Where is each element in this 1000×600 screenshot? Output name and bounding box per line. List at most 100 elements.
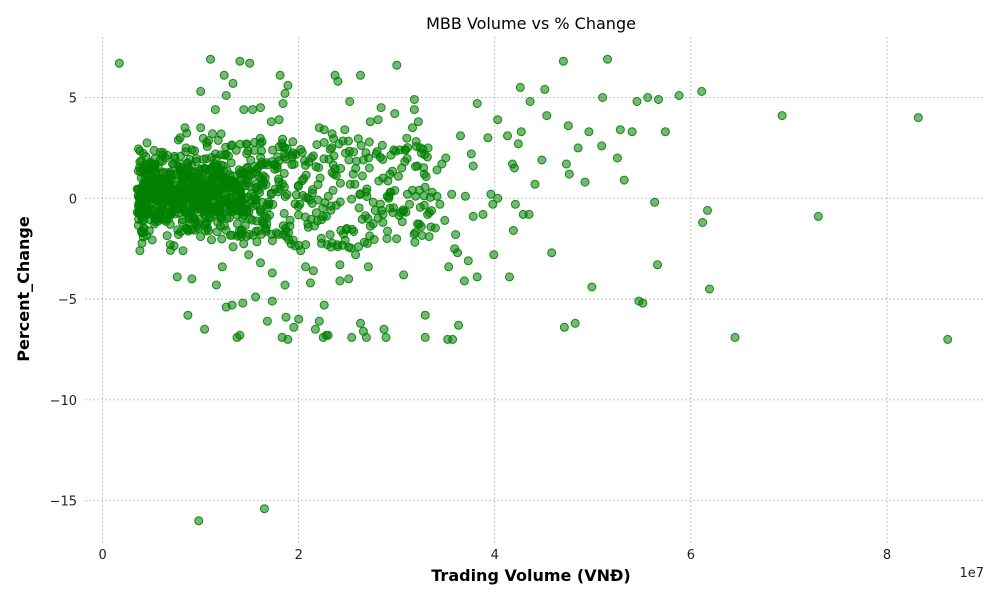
data-point <box>291 190 301 200</box>
data-point <box>325 230 335 240</box>
data-point <box>392 60 402 70</box>
data-point <box>376 103 386 113</box>
data-point <box>307 198 317 208</box>
data-point <box>300 212 310 222</box>
data-point <box>450 244 460 254</box>
data-point <box>331 170 341 180</box>
data-point <box>459 276 469 286</box>
data-point <box>393 171 403 181</box>
data-point <box>335 178 345 188</box>
data-point <box>147 176 157 186</box>
data-point <box>619 175 629 185</box>
data-point <box>208 190 218 199</box>
data-point <box>440 215 450 225</box>
data-point <box>266 117 276 127</box>
data-point <box>228 78 238 88</box>
data-point <box>275 70 285 80</box>
data-point <box>310 324 320 334</box>
data-point <box>382 191 392 201</box>
y-tick-label: −10 <box>50 394 77 409</box>
data-point <box>203 173 213 182</box>
data-point <box>447 189 457 199</box>
data-point <box>146 157 155 167</box>
data-point <box>135 246 145 256</box>
data-point <box>301 170 311 180</box>
data-point <box>345 97 355 106</box>
data-point <box>356 70 365 80</box>
data-point <box>373 115 383 125</box>
data-point <box>231 178 240 188</box>
data-point <box>170 153 180 163</box>
data-point <box>151 167 161 177</box>
data-point <box>558 56 568 66</box>
x-axis-label: Trading Volume (VNĐ) <box>431 566 630 585</box>
data-point <box>248 105 258 115</box>
data-point <box>254 172 264 181</box>
data-point <box>515 82 525 92</box>
data-point <box>510 199 520 209</box>
data-point <box>389 203 398 213</box>
data-point <box>413 117 423 127</box>
data-point <box>587 282 597 292</box>
data-point <box>200 164 210 174</box>
data-point <box>408 123 417 133</box>
data-point <box>183 162 193 172</box>
scatter-points <box>114 54 953 526</box>
data-point <box>221 91 231 100</box>
data-point <box>181 189 190 199</box>
data-point <box>232 332 242 342</box>
data-point <box>226 230 235 240</box>
data-point <box>284 235 294 245</box>
data-point <box>419 163 429 173</box>
data-point <box>226 194 235 204</box>
data-point <box>352 156 362 166</box>
y-tick-label: −15 <box>50 495 77 510</box>
data-point <box>274 142 284 152</box>
data-point <box>307 153 316 163</box>
data-point <box>210 105 220 115</box>
data-point <box>362 192 372 201</box>
data-point <box>273 187 283 197</box>
data-point <box>478 209 488 219</box>
data-point <box>187 212 197 222</box>
data-point <box>287 160 297 170</box>
data-point <box>218 183 228 193</box>
data-point <box>643 93 653 102</box>
data-point <box>241 139 251 149</box>
data-point <box>196 86 206 96</box>
data-point <box>161 216 171 226</box>
data-point <box>308 266 318 276</box>
data-point <box>411 162 420 171</box>
data-point <box>308 185 318 195</box>
data-point <box>542 111 552 121</box>
data-point <box>227 207 237 217</box>
data-point <box>362 238 372 248</box>
data-point <box>149 145 159 155</box>
data-point <box>137 228 147 238</box>
data-point <box>361 148 371 158</box>
data-point <box>208 129 217 139</box>
data-point <box>570 318 580 328</box>
data-point <box>221 149 231 159</box>
data-point <box>432 165 442 175</box>
data-point <box>364 163 374 173</box>
data-point <box>330 70 340 80</box>
data-point <box>202 218 212 228</box>
data-point <box>285 215 295 225</box>
data-point <box>697 86 707 96</box>
x-tick-labels: 0 2 4 6 8 <box>99 548 892 563</box>
data-point <box>256 103 265 113</box>
data-point <box>219 70 229 80</box>
data-point <box>559 322 569 332</box>
data-point <box>326 205 336 215</box>
data-point <box>318 203 328 213</box>
data-point <box>187 205 197 215</box>
data-point <box>561 159 571 169</box>
data-point <box>212 227 222 237</box>
data-point <box>486 189 496 199</box>
data-point <box>135 208 145 218</box>
data-point <box>564 169 574 179</box>
data-point <box>165 208 175 218</box>
data-point <box>288 148 298 158</box>
data-point <box>202 138 212 148</box>
